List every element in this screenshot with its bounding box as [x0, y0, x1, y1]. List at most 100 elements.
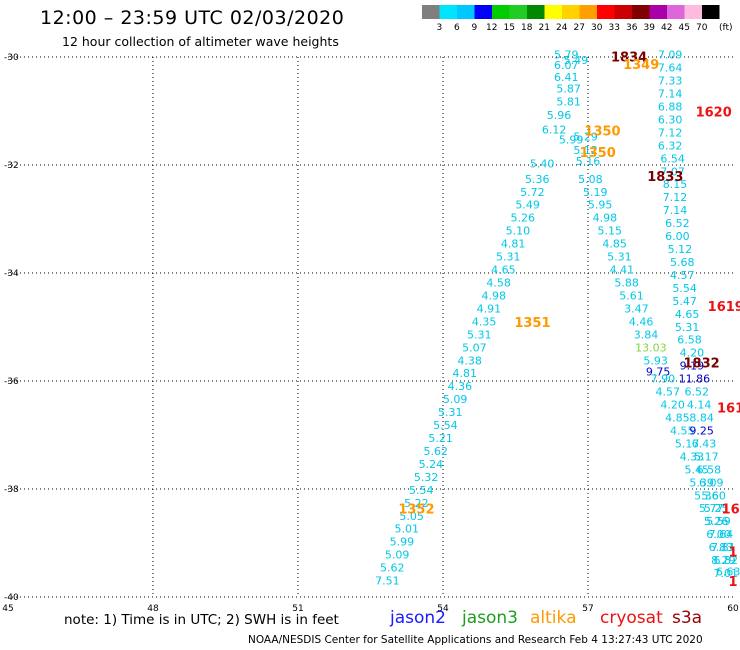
wave-height-point: 5.31: [607, 251, 632, 264]
axis-ticks: 45 48 51 54 57 60 -30 -32 -34 -36 -38 -40: [2, 53, 739, 614]
time-label: 1619: [708, 300, 740, 315]
wave-height-point: 5.26: [511, 212, 536, 225]
grid: [8, 56, 733, 598]
wave-height-point: 5.01: [395, 523, 420, 536]
wave-height-point: 5.49: [564, 54, 589, 67]
wave-height-point: 5.17: [675, 437, 700, 450]
wave-height-point: 5.09: [443, 393, 468, 406]
wave-height-point: 6.88: [658, 100, 683, 113]
data-points: 5.795.496.076.415.875.815.966.125.405.36…: [375, 49, 740, 591]
wave-height-point: 4.35: [472, 315, 497, 328]
wave-height-point: 5.08: [578, 173, 603, 186]
y-tick-label: -38: [4, 485, 19, 495]
wave-height-point: 5.31: [467, 328, 492, 341]
x-tick-label: 48: [147, 604, 159, 614]
wave-height-point: 5.16: [576, 155, 601, 168]
footer-credit: NOAA/NESDIS Center for Satellite Applica…: [248, 634, 703, 646]
wave-height-point: 4.81: [501, 238, 526, 251]
wave-height-point: 5.88: [614, 277, 639, 290]
wave-height-point: 5.95: [588, 199, 613, 212]
colorbar-swatch: [527, 5, 545, 19]
wave-height-point: 4.65: [675, 308, 700, 321]
y-tick-label: -40: [4, 593, 19, 603]
wave-height-point: 5.49: [515, 199, 540, 212]
wave-height-point: 4.14: [687, 399, 712, 412]
wave-height-point: 7.14: [658, 88, 683, 101]
time-label: 1351: [514, 316, 550, 331]
colorbar-swatch: [649, 5, 667, 19]
wave-height-point: 7.12: [663, 191, 688, 204]
wave-height-point: 4.57: [670, 269, 695, 282]
time-label: 1350: [580, 146, 616, 161]
wave-height-point: 4.20: [680, 347, 705, 360]
wave-height-point: 4.98: [593, 212, 618, 225]
wave-height-point: 6.52: [685, 386, 710, 399]
x-tick-label: 54: [437, 604, 449, 614]
legend-altika: altika: [530, 608, 577, 628]
wave-height-point: 6.09: [699, 476, 724, 489]
wave-height-point: 5.99: [559, 133, 584, 146]
wave-height-point: 5.99: [390, 536, 415, 549]
wave-height-point: 5.21: [428, 432, 453, 445]
wave-height-point: 5.26: [704, 515, 729, 528]
time-label: 1: [728, 575, 737, 590]
wave-height-point: 8.15: [663, 178, 688, 191]
wave-height-point: 7.09: [658, 49, 683, 62]
y-tick-label: -32: [4, 161, 19, 171]
wave-height-point: 5.60: [701, 489, 726, 502]
colorbar-label: 27: [574, 23, 585, 33]
wave-height-point: 13.03: [635, 341, 667, 354]
colorbar-label: 36: [626, 23, 638, 33]
wave-height-point: 9.75: [646, 366, 671, 379]
wave-height-point: 5.77: [699, 502, 724, 515]
x-tick-label: 51: [292, 604, 303, 614]
wave-height-point: 11.86: [679, 373, 711, 386]
wave-height-point: 5.40: [530, 158, 555, 171]
colorbar-swatch: [422, 5, 440, 19]
time-label: 1349: [623, 58, 659, 73]
wave-height-point: 9.19: [680, 360, 705, 373]
wave-height-point: 5.12: [573, 144, 598, 157]
wave-height-point: 7.14: [663, 204, 688, 217]
legend-jason2: jason2: [390, 608, 446, 628]
colorbar-swatch: [474, 5, 492, 19]
colorbar-label: 21: [539, 23, 550, 33]
wave-height-point: 5.79: [554, 49, 579, 62]
wave-height-point: 6.54: [660, 152, 685, 165]
wave-height-point: 5.62: [424, 445, 449, 458]
wave-height-point: 4.65: [491, 264, 516, 277]
colorbar-swatch: [632, 5, 650, 19]
wave-height-point: 5.96: [547, 109, 572, 122]
wave-height-point: 5.93: [643, 354, 668, 367]
colorbar-swatch: [509, 5, 527, 19]
legend-s3a: s3a: [672, 608, 703, 628]
wave-height-point: 5.31: [675, 321, 700, 334]
x-tick-label: 57: [582, 604, 593, 614]
time-label: 1620: [696, 105, 732, 120]
time-label: 1832: [683, 357, 719, 372]
wave-height-point: 6.52: [665, 217, 690, 230]
colorbar-label: 70: [696, 23, 708, 33]
wave-height-point: 6.82: [714, 554, 739, 567]
wave-height-point: 5.36: [525, 173, 550, 186]
wave-height-point: 4.85: [665, 412, 690, 425]
colorbar-swatch: [544, 5, 562, 19]
time-label: 1834: [611, 50, 647, 65]
wave-height-point: 6.43: [692, 437, 717, 450]
time-label: 1: [728, 546, 737, 561]
wave-height-point: 4.20: [660, 399, 685, 412]
y-tick-label: -30: [4, 53, 19, 63]
colorbar-label: 39: [644, 23, 656, 33]
wave-height-point: 9.25: [689, 424, 714, 437]
colorbar-label: 30: [591, 23, 603, 33]
wave-height-point: 4.41: [610, 264, 635, 277]
wave-height-point: 5.15: [598, 225, 623, 238]
chart-title: 12:00 – 23:59 UTC 02/03/2020: [40, 7, 345, 29]
wave-height-point: 4.38: [457, 354, 482, 367]
wave-height-point: 6.07: [554, 59, 579, 72]
wave-height-point: 5.68: [670, 256, 695, 269]
wave-height-point: 4.85: [602, 238, 627, 251]
wave-height-point: 5.45: [685, 463, 710, 476]
wave-height-point: 5.22: [404, 497, 429, 510]
